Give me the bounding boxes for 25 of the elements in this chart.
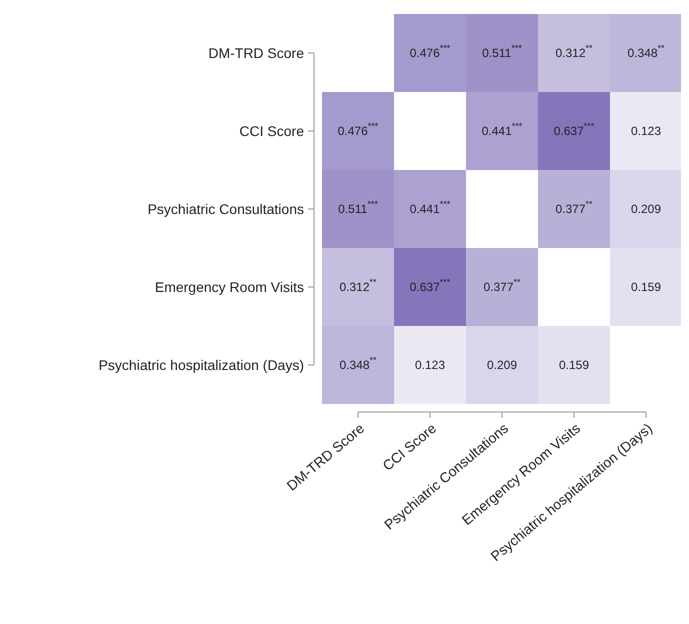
data-label: 0.209	[486, 358, 518, 372]
data-label: 0.441$^{***}$	[410, 199, 451, 216]
data-label: 0.476$^{***}$	[410, 43, 451, 60]
y-tick-label: Emergency Room Visits	[154, 279, 304, 295]
data-label: 0.312$^{**}$	[555, 43, 594, 60]
data-label: 0.159	[630, 280, 662, 294]
data-label: 0.348$^{**}$	[627, 43, 666, 60]
data-label: 0.637$^{***}$	[554, 121, 595, 138]
y-tick-label: CCI Score	[239, 123, 304, 139]
data-label: 0.476$^{***}$	[338, 121, 379, 138]
y-tick-label: Psychiatric hospitalization (Days)	[98, 357, 304, 373]
data-label: 0.377$^{**}$	[483, 277, 522, 294]
data-label: 0.377$^{**}$	[555, 199, 594, 216]
data-label: 0.312$^{**}$	[339, 277, 378, 294]
data-label: 0.511$^{***}$	[482, 43, 522, 60]
data-label: 0.123	[630, 124, 662, 138]
data-label: 0.209	[630, 202, 662, 216]
data-label: 0.441$^{***}$	[482, 121, 523, 138]
data-label: 0.348$^{**}$	[339, 355, 378, 372]
data-label: 0.159	[558, 358, 590, 372]
y-tick-label: DM-TRD Score	[208, 45, 304, 61]
data-label: 0.511$^{***}$	[338, 199, 378, 216]
y-tick-label: Psychiatric Consultations	[148, 201, 304, 217]
data-label: 0.123	[414, 358, 446, 372]
data-label: 0.637$^{***}$	[410, 277, 451, 294]
